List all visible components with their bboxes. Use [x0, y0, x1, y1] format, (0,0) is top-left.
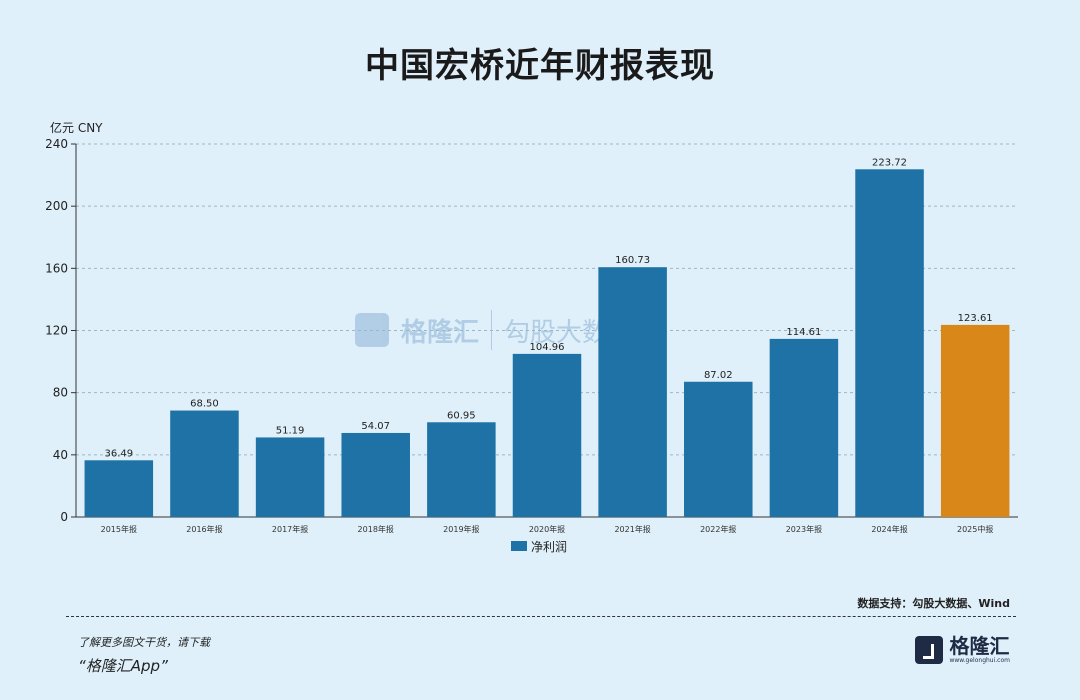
x-tick-label: 2024年报 — [871, 524, 907, 534]
bar — [255, 437, 325, 517]
y-axis-unit: 亿元 CNY — [50, 120, 103, 135]
legend-label: 净利润 — [531, 540, 567, 554]
logo-url: www.gelonghui.com — [949, 657, 1010, 664]
data-label: 51.19 — [276, 425, 305, 436]
data-label: 223.72 — [872, 157, 907, 168]
x-tick-label: 2015年报 — [101, 524, 137, 534]
x-tick-label: 2020年报 — [529, 524, 565, 534]
x-tick-label: 2021年报 — [614, 524, 650, 534]
y-tick-label: 0 — [60, 510, 68, 524]
bar — [341, 432, 410, 517]
y-tick-label: 200 — [45, 199, 68, 213]
data-label: 87.02 — [704, 370, 733, 381]
data-label: 104.96 — [530, 342, 565, 353]
x-tick-label: 2017年报 — [272, 524, 308, 534]
bar — [684, 381, 753, 517]
footer-divider — [66, 616, 1016, 617]
data-label: 36.49 — [104, 448, 133, 459]
data-label: 114.61 — [786, 327, 821, 338]
x-tick-label: 2018年报 — [358, 524, 394, 534]
logo-name: 格隆汇 — [949, 634, 1010, 658]
x-tick-label: 2016年报 — [186, 524, 222, 534]
x-tick-label: 2023年报 — [786, 524, 822, 534]
data-label: 123.61 — [958, 313, 993, 324]
y-tick-label: 40 — [53, 448, 68, 462]
x-tick-label: 2019年报 — [443, 524, 479, 534]
y-tick-label: 160 — [45, 261, 68, 275]
bar — [84, 460, 154, 517]
download-prompt: 了解更多图文干货，请下载 — [78, 636, 210, 649]
bar — [427, 422, 496, 517]
y-tick-label: 240 — [45, 137, 68, 151]
bar — [940, 324, 1010, 517]
data-label: 54.07 — [361, 421, 390, 432]
x-tick-label: 2022年报 — [700, 524, 736, 534]
data-label: 60.95 — [447, 410, 476, 421]
app-name: “格隆汇App” — [78, 657, 168, 675]
chart-title: 中国宏桥近年财报表现 — [365, 46, 715, 86]
watermark-left-text: 格隆汇 — [401, 317, 480, 348]
logo-icon — [915, 636, 944, 664]
y-tick-label: 120 — [45, 324, 68, 338]
legend-swatch — [511, 541, 527, 551]
bar — [598, 267, 667, 517]
y-tick-label: 80 — [53, 386, 68, 400]
bar — [855, 169, 924, 518]
bar — [512, 353, 582, 517]
bar — [769, 338, 839, 517]
brand-logo: 格隆汇 www.gelonghui.com — [915, 636, 1010, 664]
x-tick-label: 2025中报 — [957, 524, 993, 534]
data-label: 68.50 — [190, 399, 219, 410]
bar — [170, 410, 239, 517]
bar-chart: 亿元 CNY 0 40 80 120 160 200 240 36.49 2015年报 68.50 2… — [45, 120, 1018, 554]
data-source: 数据支持：勾股大数据、Wind — [857, 597, 1010, 610]
data-label: 160.73 — [615, 255, 650, 266]
